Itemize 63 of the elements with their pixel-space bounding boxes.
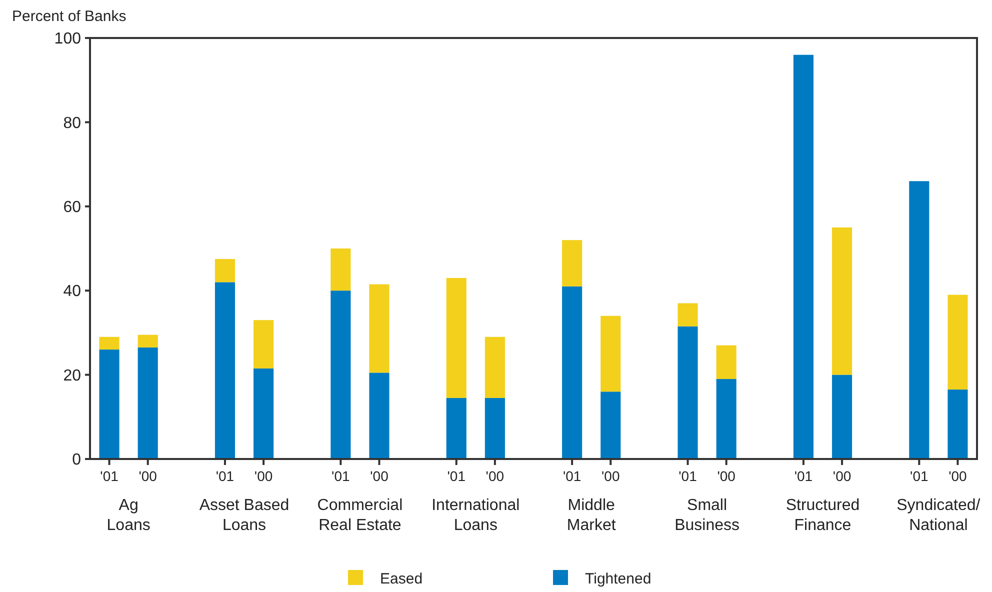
bar: [138, 334, 158, 348]
bar: [330, 290, 351, 459]
x-tick-label: '01: [332, 468, 350, 484]
text: Middle Market: [566, 497, 616, 534]
x-tick-label: '00: [602, 468, 620, 484]
bar: [369, 284, 390, 373]
bar: [446, 398, 466, 459]
text: Asset Based Loans: [199, 497, 290, 534]
bar: [678, 326, 698, 459]
x-tick-label: '01: [794, 468, 813, 484]
bar: [793, 54, 814, 459]
y-axis-title: Percent of Banks: [12, 8, 126, 25]
x-tick-label: '01: [562, 468, 582, 484]
bar: [678, 303, 698, 326]
bar: [99, 350, 120, 459]
text: Commercial Real Estate: [317, 497, 403, 534]
bar: [948, 390, 968, 459]
x-tick-label: '00: [370, 468, 389, 484]
text: Small Business: [674, 497, 740, 534]
legend-label: Eased: [380, 570, 423, 588]
y-tick-label: 20: [63, 367, 82, 384]
bar: [832, 227, 852, 375]
bar: [214, 259, 236, 282]
bar: [716, 379, 736, 459]
x-tick-label: '00: [254, 468, 273, 484]
bar: [254, 320, 274, 368]
bar: [254, 368, 274, 459]
bar: [600, 316, 621, 392]
y-tick-label: 100: [54, 30, 82, 48]
y-tick-label: 0: [72, 452, 82, 469]
bar: [214, 282, 236, 459]
legend-label: Tightened: [585, 570, 652, 588]
x-tick-label: '01: [910, 468, 928, 484]
bar: [99, 336, 120, 350]
text: Syndicated/ National: [896, 497, 981, 534]
x-tick-label: '01: [100, 468, 119, 484]
x-tick-label: '01: [216, 468, 234, 484]
x-tick-label: '00: [832, 468, 852, 484]
y-tick-label: 40: [63, 283, 82, 300]
x-tick-label: '00: [717, 468, 736, 484]
y-tick-label: 60: [63, 199, 82, 216]
bar: [138, 347, 158, 459]
bar: [600, 392, 621, 459]
bar: [909, 181, 930, 459]
bar: [716, 345, 736, 380]
bar: [832, 374, 852, 459]
x-tick-label: '00: [138, 468, 158, 484]
y-tick-label: 80: [63, 114, 82, 132]
bar: [562, 286, 582, 459]
x-tick-label: '00: [486, 468, 504, 484]
bar: [484, 398, 505, 459]
bar: [369, 372, 390, 459]
bar: [446, 278, 466, 398]
text: International Loans: [432, 497, 520, 534]
bar: [562, 240, 582, 286]
x-tick-label: '00: [948, 468, 968, 484]
text: Ag Loans: [106, 497, 150, 534]
text: Structured Finance: [786, 497, 860, 534]
bar: [484, 336, 505, 398]
x-tick-label: '01: [678, 468, 698, 484]
x-tick-label: '01: [447, 468, 466, 484]
bar: [948, 294, 968, 390]
bar: [330, 248, 351, 291]
